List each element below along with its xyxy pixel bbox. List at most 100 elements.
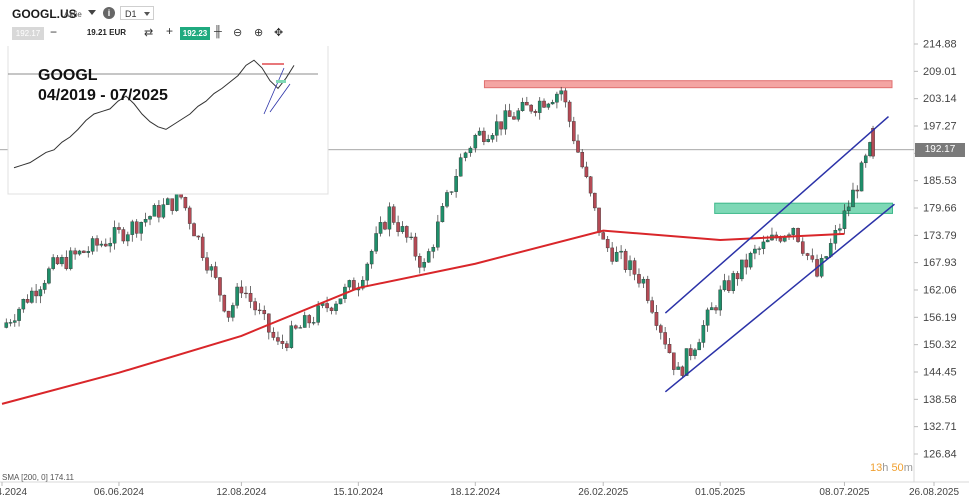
candle-body [244,292,248,295]
candle-body [645,278,650,301]
symbol-label[interactable]: GOOGL.US [12,7,77,21]
candle-body [684,348,689,376]
candle-body [307,315,312,324]
candle-body [559,90,563,95]
y-tick-label: 209.01 [923,66,957,78]
channel-lower-line [664,203,895,393]
candle-body [871,127,875,157]
candle-body [409,236,413,238]
candle-body [601,232,606,240]
timeframe-select[interactable]: D1 [120,6,154,20]
candle-body [347,280,352,288]
candle-body [334,303,338,311]
decrease-quantity-button[interactable]: − [50,25,58,39]
candle-body [463,152,468,158]
candle-body [34,290,38,297]
candle-body [165,198,170,205]
candle-body [422,262,426,268]
symbol-dropdown-icon[interactable] [88,10,96,15]
y-tick-label: 162.06 [923,284,957,296]
candle-body [796,227,800,242]
candle-body [360,279,365,289]
candle-body [134,221,139,234]
candle-body [325,303,329,309]
candle-body [623,250,628,270]
y-tick-label: 138.58 [923,394,957,406]
y-tick-label: 185.53 [923,175,957,187]
candle-body [846,206,851,212]
sma-indicator-label[interactable]: SMA [200, 0] 174.11 [2,473,74,482]
candle-body [60,257,64,265]
candle-body [761,241,766,249]
x-tick-label: 18.12.2024 [450,487,500,498]
candle-body [130,221,135,235]
candle-body [103,243,108,247]
candlestick-type-icon[interactable]: ╫ [214,26,222,38]
candle-body [740,259,744,280]
x-tick-label: 06.06.2024 [94,487,144,498]
inset-panel [7,43,329,195]
timer-minutes-unit: m [903,462,913,474]
candle-body [757,248,761,250]
candle-body [753,248,757,254]
current-price-tag: 192.17 [915,142,965,157]
candle-body [542,100,546,108]
info-icon[interactable]: i [103,7,115,19]
inset-channel-line [269,83,291,113]
candle-body [235,286,239,306]
candle-body [791,227,796,235]
candle-body [842,210,847,229]
candle-body [735,273,740,280]
candle-body [338,298,343,305]
y-tick-label: 132.71 [923,421,957,433]
crosshair-icon[interactable]: ✥ [274,27,284,39]
timer-hours: 13 [870,462,883,474]
candle-body [658,325,663,333]
candle-body [302,315,307,328]
candle-body [641,278,646,284]
candle-body [298,327,303,329]
candle-body [30,290,34,303]
candle-body [170,198,175,211]
zoom-out-icon[interactable]: ⊖ [233,27,243,39]
ask-price[interactable]: 192.23 [180,27,210,40]
candle-body [42,282,47,290]
candle-body [672,352,676,370]
candle-body [262,310,267,315]
y-tick-label: 197.27 [923,121,957,133]
refresh-icon[interactable]: ⇄ [144,27,154,39]
y-tick-label: 126.84 [923,449,957,461]
candle-body [605,239,610,249]
inset-support-zone [276,80,286,83]
candle-body [546,103,551,108]
candle-body [576,140,580,153]
candle-body [859,162,864,192]
candle-body [473,135,478,149]
candle-body [226,310,231,318]
candle-body [567,101,572,122]
timer-minutes: 50 [891,462,904,474]
candle-body [316,305,320,323]
candle-body [4,322,9,328]
candle-body [253,301,257,311]
candle-body [593,192,597,209]
candle-body [722,280,727,291]
candle-body [418,256,422,268]
candle-body [108,243,112,247]
candle-body [121,229,126,242]
candle-body [396,222,400,232]
candle-body [731,273,736,291]
zoom-in-icon[interactable]: ⊕ [254,27,264,39]
candle-body [47,268,51,284]
candle-body [597,207,601,233]
increase-quantity-button[interactable]: + [166,24,174,38]
candle-body [525,101,529,106]
candle-body [378,222,383,234]
candle-body [572,121,576,142]
quantity-input[interactable]: 19.21 EUR [86,28,126,37]
bid-price[interactable]: 192.17 [12,27,44,40]
candle-body [714,307,718,311]
x-tick-label: 01.05.2025 [695,487,745,498]
candle-body [285,343,289,348]
